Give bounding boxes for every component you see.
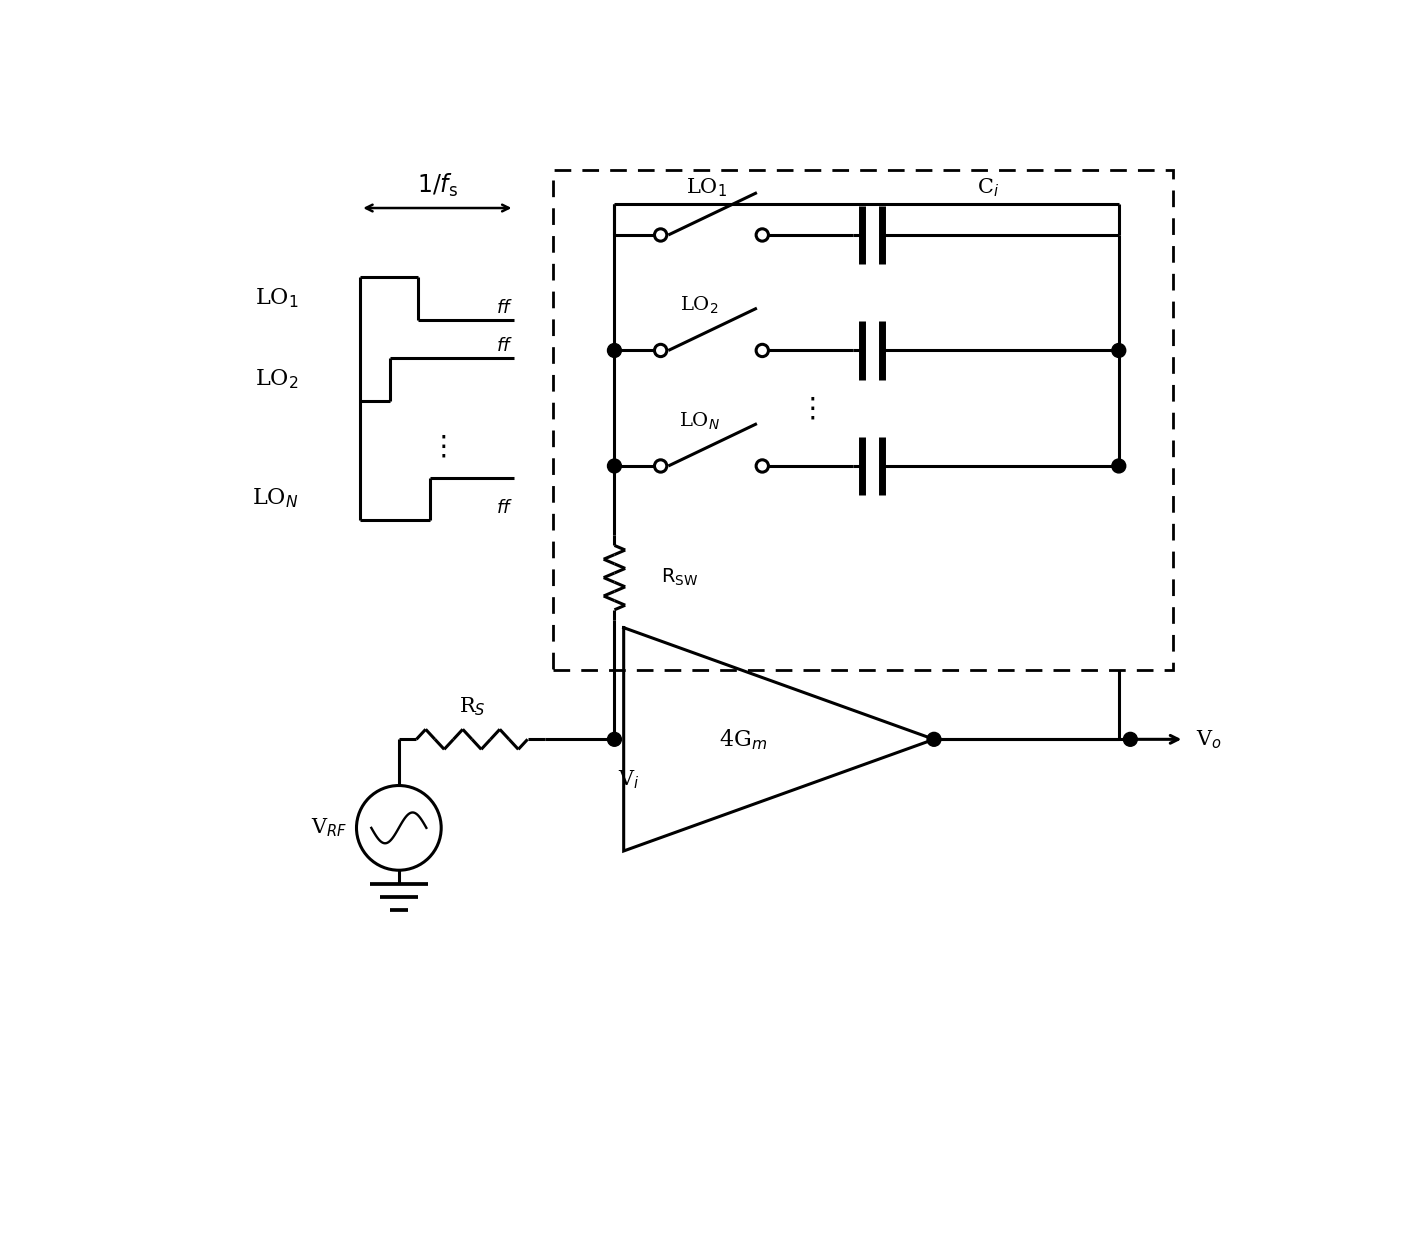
Text: LO$_1$: LO$_1$ [687,176,727,199]
Text: V$_o$: V$_o$ [1196,727,1221,751]
Text: C$_i$: C$_i$ [976,176,999,199]
Text: $\mathit{ff}$: $\mathit{ff}$ [495,499,512,517]
Circle shape [654,229,667,242]
Circle shape [654,344,667,356]
Circle shape [608,459,622,473]
Text: R$_S$: R$_S$ [459,695,485,719]
Circle shape [756,344,768,356]
Text: $\mathit{ff}$: $\mathit{ff}$ [495,298,512,317]
Circle shape [1123,732,1137,746]
Text: $\vdots$: $\vdots$ [798,395,816,422]
Text: 4G$_m$: 4G$_m$ [719,727,767,752]
Circle shape [608,344,622,358]
Text: LO$_2$: LO$_2$ [255,367,298,391]
Text: LO$_N$: LO$_N$ [678,411,719,432]
Circle shape [654,460,667,472]
Text: $1 / f_{\mathsf{s}}$: $1 / f_{\mathsf{s}}$ [416,171,457,199]
Text: LO$_1$: LO$_1$ [255,287,298,311]
Circle shape [608,732,622,746]
Circle shape [1112,344,1126,358]
Text: V$_{RF}$: V$_{RF}$ [311,816,348,840]
Text: V$_i$: V$_i$ [618,768,639,792]
Text: R$_{\mathsf{SW}}$: R$_{\mathsf{SW}}$ [661,567,698,588]
Circle shape [927,732,941,746]
Text: LO$_2$: LO$_2$ [680,295,719,317]
Circle shape [756,229,768,242]
Circle shape [1112,459,1126,473]
Text: $\vdots$: $\vdots$ [429,433,446,461]
Text: $\mathit{ff}$: $\mathit{ff}$ [495,337,512,355]
Circle shape [756,460,768,472]
Text: LO$_N$: LO$_N$ [252,487,298,510]
